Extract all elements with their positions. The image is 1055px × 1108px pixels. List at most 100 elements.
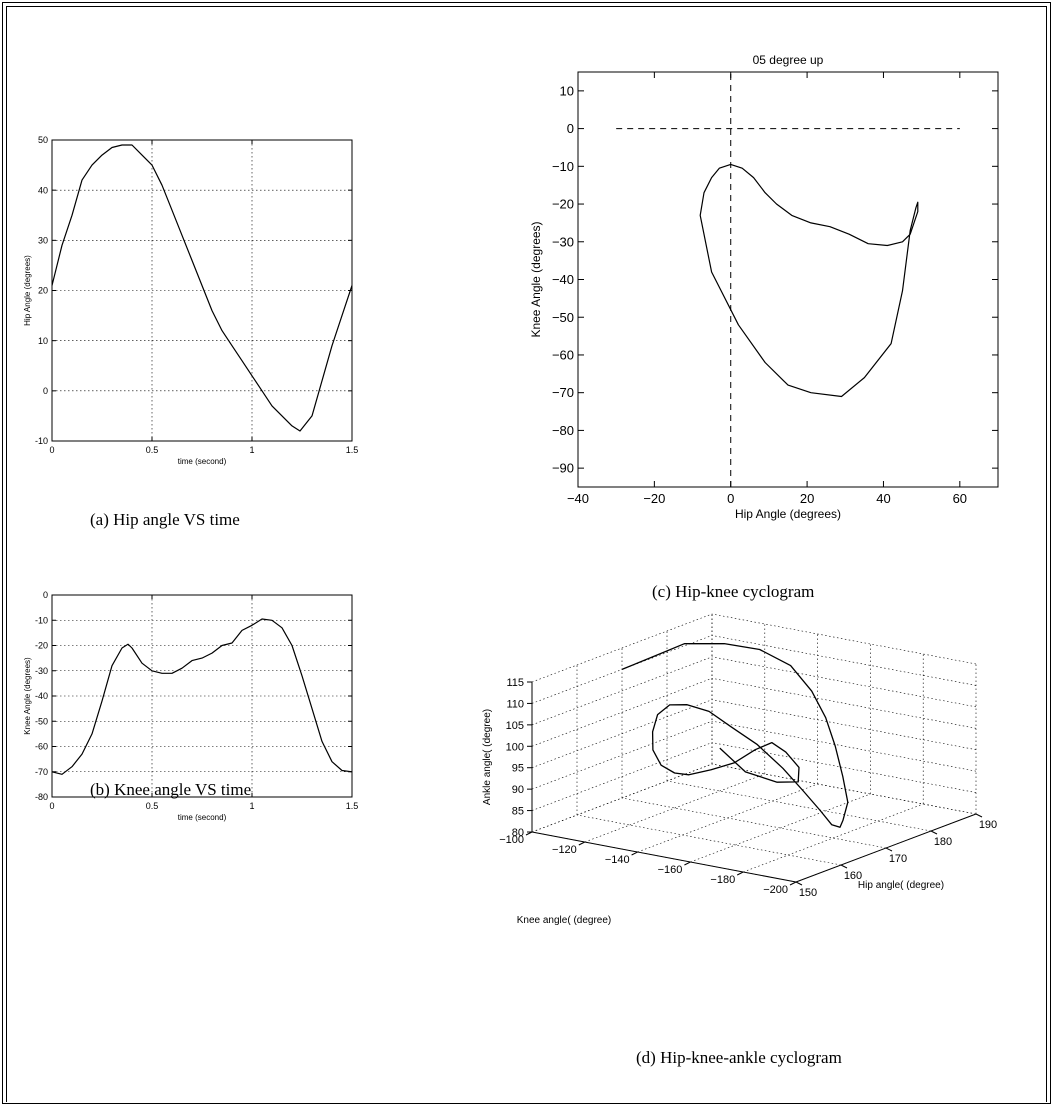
floor-grid-line: [584, 773, 765, 843]
back-wall-grid-line: [531, 763, 713, 833]
x-tick-label: 150: [799, 887, 817, 899]
figure-inner-border: [6, 6, 1047, 1102]
caption-d: (d) Hip-knee-ankle cyclogram: [636, 1048, 842, 1067]
y-tick: [789, 881, 797, 886]
x-tick: [840, 864, 848, 869]
back-wall-grid-line: [531, 678, 713, 747]
y-tick-label: -20: [35, 641, 48, 651]
z-tick-label: 105: [506, 720, 524, 732]
y-tick-label: -80: [35, 792, 48, 802]
x-axis-label: Hip Angle (degrees): [735, 507, 841, 521]
x-axis-label: time (second): [178, 457, 227, 466]
y-tick-label: −20: [552, 197, 574, 212]
y-tick-label: -60: [35, 742, 48, 752]
y-tick-label: −70: [552, 385, 574, 400]
x-tick-label: 1: [249, 801, 254, 811]
y-axis-label: Hip Angle (degrees): [23, 255, 32, 326]
y-tick-label: -50: [35, 716, 48, 726]
z-axis-label: Ankle angle( (degree): [482, 709, 493, 805]
back-wall-grid-line: [531, 635, 713, 704]
z-tick-label: 85: [512, 806, 524, 818]
hip-knee-ankle-3d-plot: 150160170180190−200−180−160−140−120−1008…: [482, 613, 997, 926]
floor-grid-line: [637, 783, 818, 853]
side-wall-grid-line: [711, 720, 977, 772]
z-tick-label: 95: [512, 763, 524, 775]
y-tick-label: −80: [552, 423, 574, 438]
y-tick-label: −200: [763, 884, 788, 896]
y-tick: [684, 861, 691, 866]
back-wall-grid-line: [531, 613, 713, 683]
y-tick-label: -40: [35, 691, 48, 701]
y-tick-label: −120: [552, 844, 577, 856]
back-wall-grid-line: [531, 742, 713, 811]
y-tick-label: −100: [499, 834, 524, 846]
y-tick-label: 40: [38, 185, 48, 195]
side-wall-grid-line: [711, 635, 977, 686]
z-tick-label: 115: [506, 677, 524, 689]
z-tick-label: 110: [506, 698, 524, 710]
side-wall-grid-line: [711, 656, 977, 708]
x-tick-label: 180: [934, 836, 952, 848]
y-axis-label: Knee Angle (degrees): [23, 657, 32, 735]
x-tick-label: 40: [876, 491, 890, 506]
y-tick-label: 10: [38, 336, 48, 346]
x-tick-label: 0: [49, 445, 54, 455]
caption-b: (b) Knee angle VS time: [90, 780, 252, 799]
x-tick: [930, 830, 938, 835]
y-axis-line: [531, 831, 797, 883]
z-tick-label: 80: [512, 827, 524, 839]
y-tick-label: 30: [38, 235, 48, 245]
x-tick-label: 1.5: [346, 801, 359, 811]
y-tick-label: −50: [552, 310, 574, 325]
x-tick-label: 0: [727, 491, 734, 506]
y-tick-label: -70: [35, 767, 48, 777]
x-tick: [885, 847, 893, 852]
x-tick-label: 0: [49, 801, 54, 811]
z-tick-label: 90: [512, 784, 524, 796]
y-tick-label: 10: [560, 83, 574, 98]
y-tick-label: −140: [605, 854, 630, 866]
x-tick-label: 0.5: [146, 801, 159, 811]
series-line: [51, 144, 353, 432]
x-axis-label: time (second): [178, 813, 227, 822]
floor-grid-line: [743, 803, 924, 873]
y-tick-label: 0: [43, 590, 48, 600]
y-tick-label: -30: [35, 666, 48, 676]
y-tick-label: −90: [552, 461, 574, 476]
y-axis-label: Knee angle( (degree): [517, 915, 612, 926]
x-tick-label: 60: [953, 491, 967, 506]
x-tick-label: 190: [979, 819, 997, 831]
caption-c: (c) Hip-knee cyclogram: [652, 582, 815, 601]
caption-a: (a) Hip angle VS time: [90, 510, 240, 529]
y-tick-label: −10: [552, 159, 574, 174]
side-wall-grid-line: [711, 677, 977, 729]
y-tick-label: −30: [552, 234, 574, 249]
x-tick-label: 160: [844, 870, 862, 882]
y-tick-label: 0: [43, 386, 48, 396]
floor-grid-line: [621, 797, 887, 849]
y-tick-label: 50: [38, 135, 48, 145]
side-wall-grid-line: [711, 763, 977, 815]
floor-grid-line: [666, 780, 932, 832]
back-wall-grid-line: [531, 720, 713, 790]
knee-angle-time-plot: 0 0.5 1 1.5 -80 -70 -60 -50 -40 -30 -20 -10 0 time (s…: [23, 590, 359, 822]
y-tick-label: 20: [38, 286, 48, 296]
floor-grid-line: [690, 793, 871, 863]
z-tick-label: 100: [506, 741, 524, 753]
y-tick-label: −180: [710, 874, 735, 886]
hip-knee-cyclogram-plot: −40 −20 0 20 40 60 −90 −80 −70 −60 −50 −40 −30 −20 −10…: [529, 53, 999, 521]
plot-area-border: [577, 71, 999, 488]
back-wall-grid-line: [531, 699, 713, 768]
y-axis-label: Knee Angle (degrees): [529, 221, 543, 337]
floor-grid-line: [576, 814, 842, 866]
y-tick-label: −40: [552, 272, 574, 287]
series-line-3d: [621, 642, 849, 828]
y-tick: [631, 851, 638, 856]
series-line: [699, 163, 919, 398]
x-tick-label: 1: [249, 445, 254, 455]
side-wall-grid-line: [711, 742, 977, 793]
y-tick-label: -10: [35, 436, 48, 446]
side-wall-grid-line: [711, 699, 977, 751]
